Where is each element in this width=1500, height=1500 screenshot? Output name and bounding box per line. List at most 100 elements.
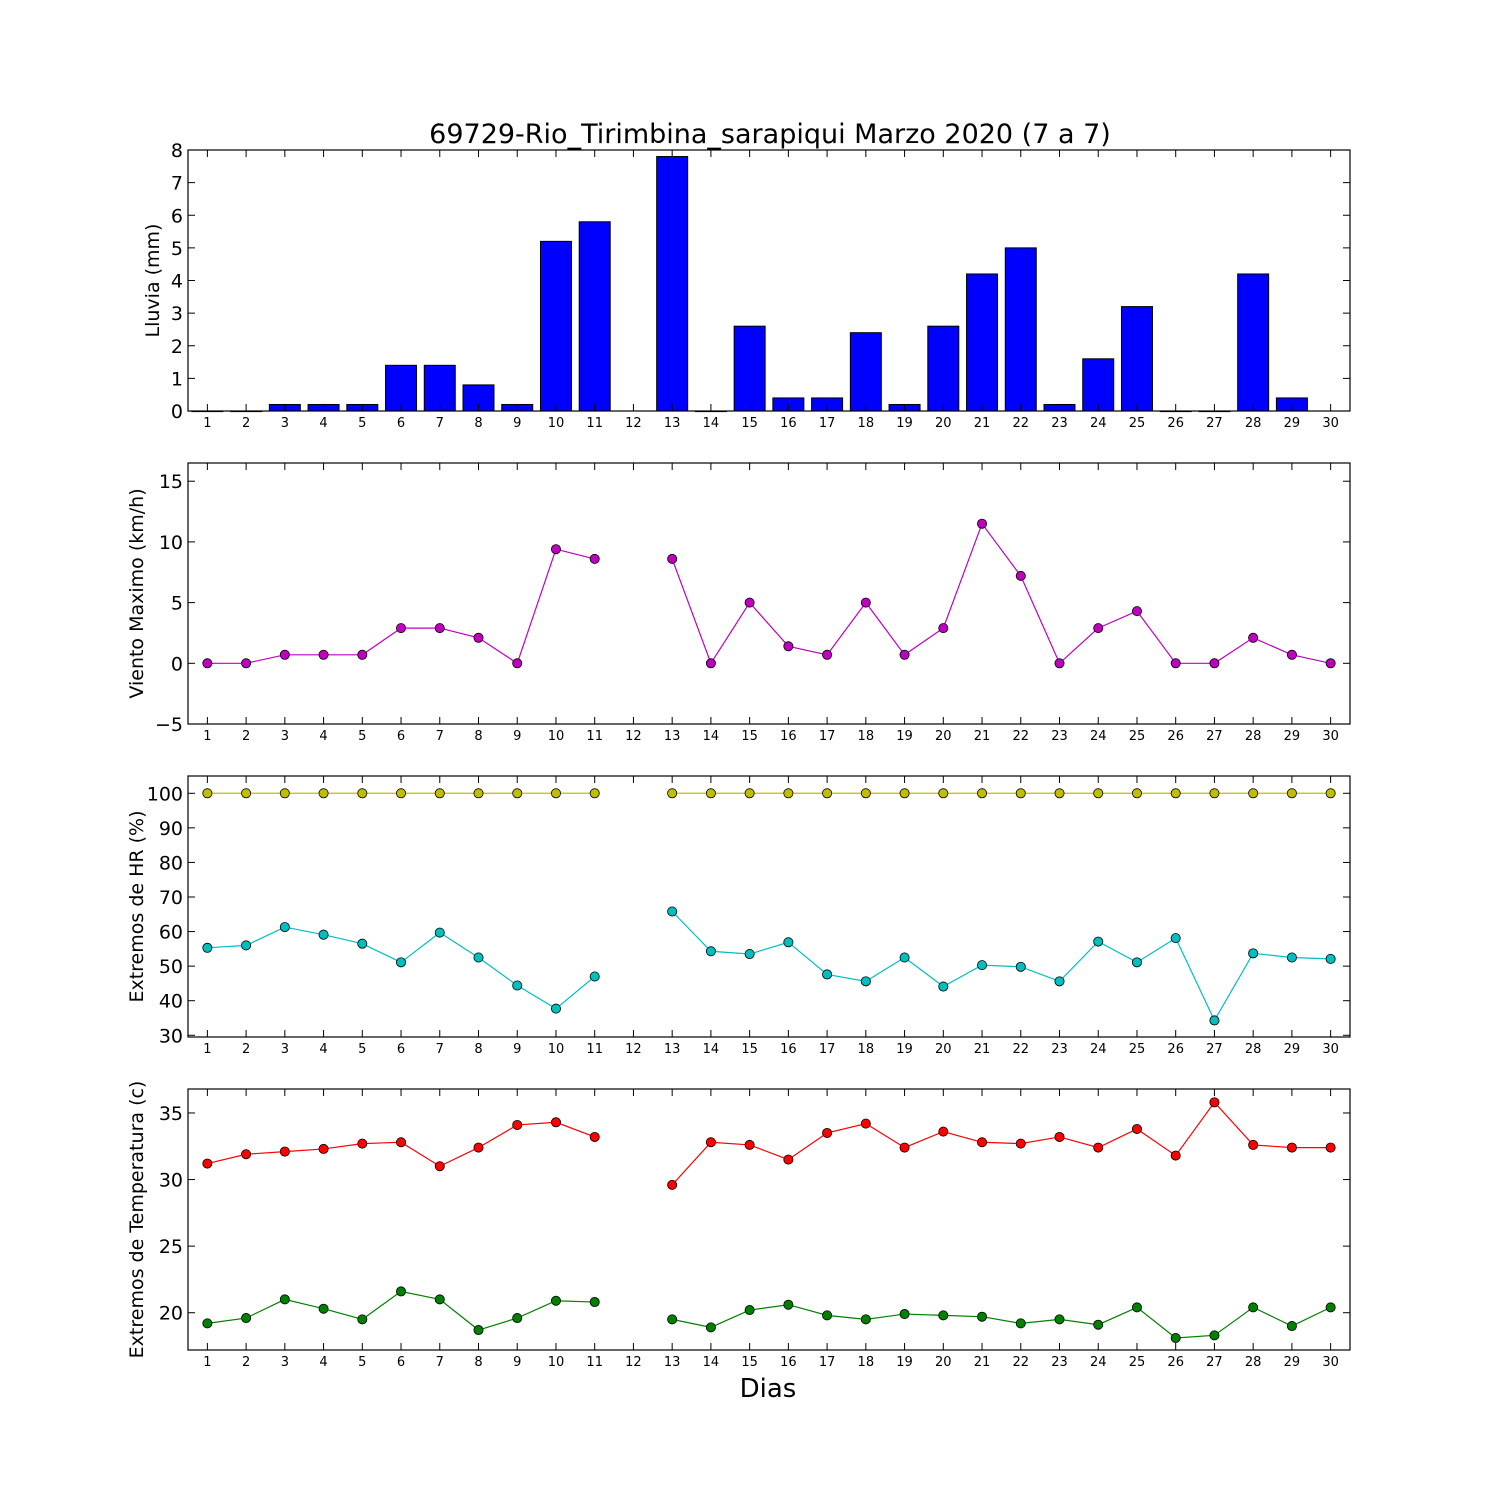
data-point	[434, 1161, 445, 1172]
rain-bar	[849, 332, 882, 412]
x-tick-label: 29	[1284, 1355, 1301, 1370]
data-point	[512, 658, 523, 669]
data-point	[977, 518, 988, 529]
data-point	[977, 1137, 988, 1148]
x-tick-label: 20	[935, 729, 952, 744]
x-tick-label: 20	[935, 1042, 952, 1057]
y-tick-label: 8	[171, 140, 183, 162]
data-point	[512, 1313, 523, 1324]
data-point	[241, 788, 252, 799]
data-point	[667, 553, 678, 564]
data-point	[512, 1119, 523, 1130]
x-tick-label: 6	[397, 1042, 405, 1057]
x-tick-label: 22	[1012, 416, 1029, 431]
x-tick-label: 18	[858, 416, 875, 431]
data-point	[357, 1314, 368, 1325]
x-tick-label: 1	[203, 729, 211, 744]
x-tick-label: 4	[319, 1042, 327, 1057]
y-tick-label: 80	[159, 852, 183, 874]
x-tick-label: 11	[586, 1355, 603, 1370]
rain-bar	[1004, 247, 1037, 412]
x-tick-label: 28	[1245, 1355, 1262, 1370]
data-point	[318, 788, 329, 799]
x-tick-label: 17	[819, 729, 836, 744]
x-tick-label: 16	[780, 416, 797, 431]
data-point	[1131, 606, 1142, 617]
rain-bar	[1237, 273, 1270, 412]
y-tick-label: 35	[159, 1103, 183, 1125]
data-point	[977, 788, 988, 799]
data-point	[202, 658, 213, 669]
x-tick-label: 3	[281, 729, 289, 744]
data-point	[1170, 788, 1181, 799]
y-tick-label: 10	[159, 532, 183, 554]
y-tick-label: 50	[159, 956, 183, 978]
x-tick-label: 18	[858, 1355, 875, 1370]
data-point	[434, 927, 445, 938]
data-point	[705, 658, 716, 669]
x-tick-label: 7	[436, 1042, 444, 1057]
x-tick-label: 2	[242, 416, 250, 431]
data-point	[667, 1179, 678, 1190]
data-point	[550, 788, 561, 799]
x-tick-label: 13	[664, 1355, 681, 1370]
data-point	[241, 1149, 252, 1160]
data-point	[1015, 1318, 1026, 1329]
data-point	[202, 1158, 213, 1169]
axes-frame	[187, 462, 1351, 725]
data-point	[1015, 788, 1026, 799]
y-axis-label: Extremos de HR (%)	[126, 810, 148, 1002]
data-point	[279, 649, 290, 660]
x-tick-label: 17	[819, 416, 836, 431]
x-tick-label: 7	[436, 729, 444, 744]
data-point	[550, 1117, 561, 1128]
data-point	[744, 1139, 755, 1150]
x-tick-label: 4	[319, 1355, 327, 1370]
x-tick-label: 1	[203, 1042, 211, 1057]
data-point	[473, 1325, 484, 1336]
y-tick-label: 15	[159, 471, 183, 493]
y-axis-label: Lluvia (mm)	[142, 224, 164, 338]
x-tick-label: 8	[474, 416, 482, 431]
data-point	[202, 942, 213, 953]
x-tick-label: 24	[1090, 729, 1107, 744]
data-point	[744, 788, 755, 799]
x-tick-label: 18	[858, 729, 875, 744]
x-tick-label: 3	[281, 416, 289, 431]
y-tick-label: 60	[159, 922, 183, 944]
x-tick-label: 24	[1090, 1042, 1107, 1057]
x-tick-label: 27	[1206, 1042, 1223, 1057]
data-point	[434, 623, 445, 634]
x-tick-label: 8	[474, 1042, 482, 1057]
y-tick-label: 0	[171, 653, 183, 675]
data-point	[860, 1314, 871, 1325]
rain-bar	[656, 156, 689, 412]
x-tick-label: 16	[780, 1042, 797, 1057]
x-tick-label: 17	[819, 1355, 836, 1370]
x-tick-label: 30	[1322, 416, 1339, 431]
x-tick-label: 8	[474, 729, 482, 744]
x-tick-label: 20	[935, 1355, 952, 1370]
x-tick-label: 25	[1129, 1355, 1146, 1370]
data-point	[241, 1313, 252, 1324]
x-tick-label: 22	[1012, 1355, 1029, 1370]
x-tick-label: 24	[1090, 416, 1107, 431]
y-tick-label: 70	[159, 887, 183, 909]
x-tick-label: 30	[1322, 1042, 1339, 1057]
data-point	[1015, 961, 1026, 972]
x-tick-label: 23	[1051, 1042, 1068, 1057]
data-point	[473, 1142, 484, 1153]
data-point	[589, 1131, 600, 1142]
x-tick-label: 10	[548, 729, 565, 744]
data-point	[1209, 1097, 1220, 1108]
data-point	[279, 1146, 290, 1157]
data-point	[473, 632, 484, 643]
data-point	[667, 1314, 678, 1325]
data-point	[202, 788, 213, 799]
data-point	[473, 788, 484, 799]
rain-bar	[1082, 358, 1115, 412]
x-tick-label: 14	[703, 1042, 720, 1057]
x-tick-label: 25	[1129, 729, 1146, 744]
data-point	[705, 1137, 716, 1148]
